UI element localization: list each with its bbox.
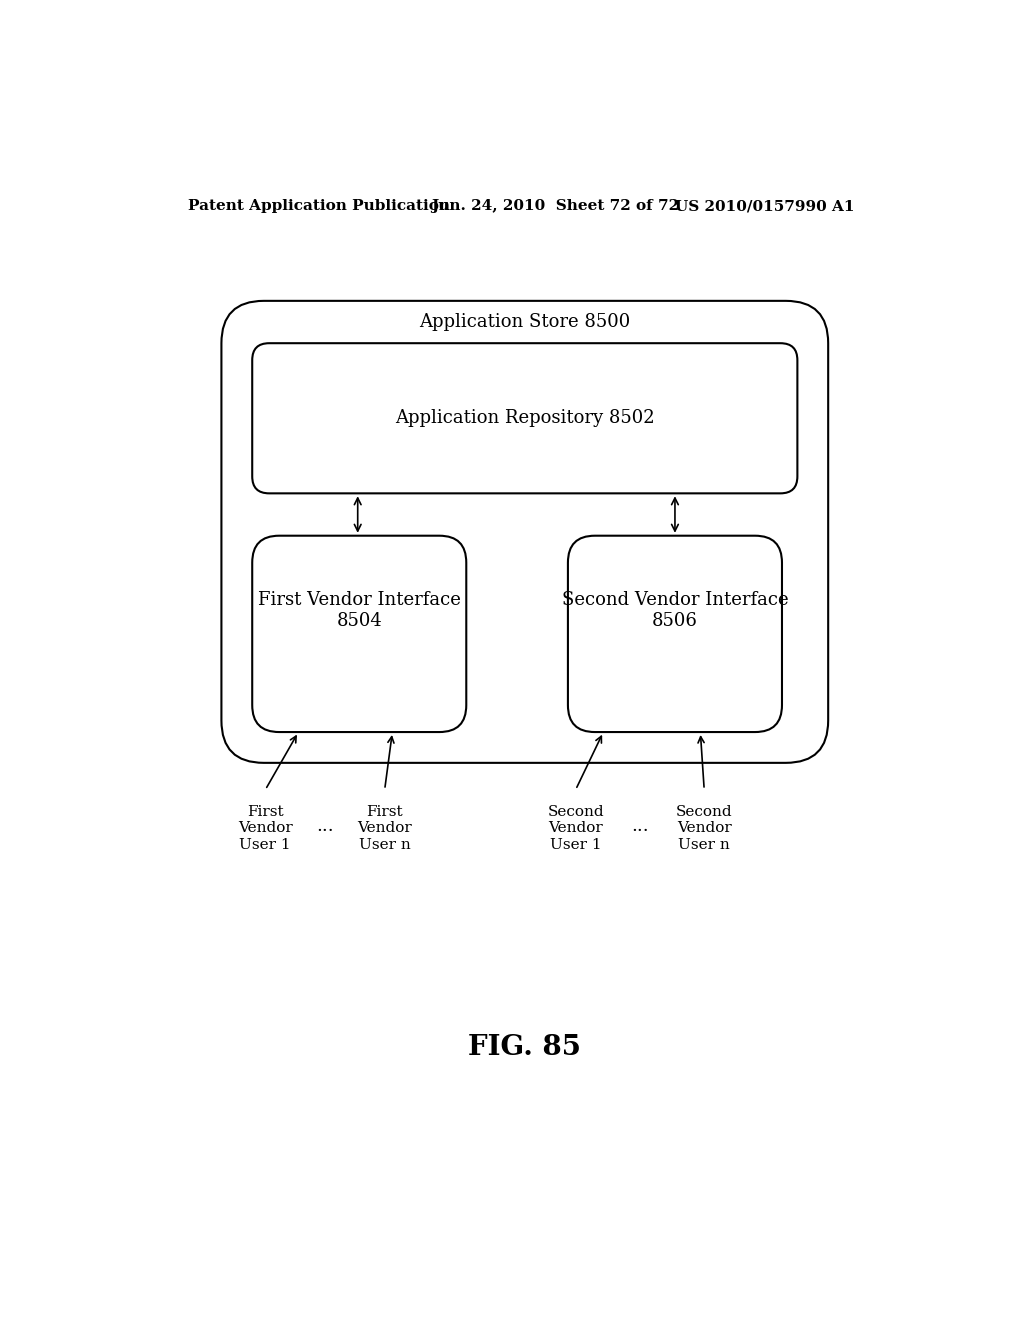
Text: Second
Vendor
User 1: Second Vendor User 1 [547, 805, 604, 851]
Text: ...: ... [316, 817, 334, 834]
Text: First
Vendor
User 1: First Vendor User 1 [238, 805, 293, 851]
Text: Patent Application Publication: Patent Application Publication [188, 199, 451, 213]
Text: Jun. 24, 2010  Sheet 72 of 72: Jun. 24, 2010 Sheet 72 of 72 [431, 199, 679, 213]
FancyBboxPatch shape [221, 301, 828, 763]
Text: Second
Vendor
User n: Second Vendor User n [676, 805, 732, 851]
Text: First
Vendor
User n: First Vendor User n [357, 805, 412, 851]
FancyBboxPatch shape [568, 536, 782, 733]
Text: Second Vendor Interface
8506: Second Vendor Interface 8506 [561, 591, 788, 630]
FancyBboxPatch shape [252, 343, 798, 494]
Text: US 2010/0157990 A1: US 2010/0157990 A1 [675, 199, 854, 213]
Text: Application Repository 8502: Application Repository 8502 [395, 409, 654, 428]
Text: First Vendor Interface
8504: First Vendor Interface 8504 [258, 591, 461, 630]
Text: ...: ... [631, 817, 649, 834]
Text: FIG. 85: FIG. 85 [468, 1035, 582, 1061]
FancyBboxPatch shape [252, 536, 466, 733]
Text: Application Store 8500: Application Store 8500 [419, 313, 631, 331]
